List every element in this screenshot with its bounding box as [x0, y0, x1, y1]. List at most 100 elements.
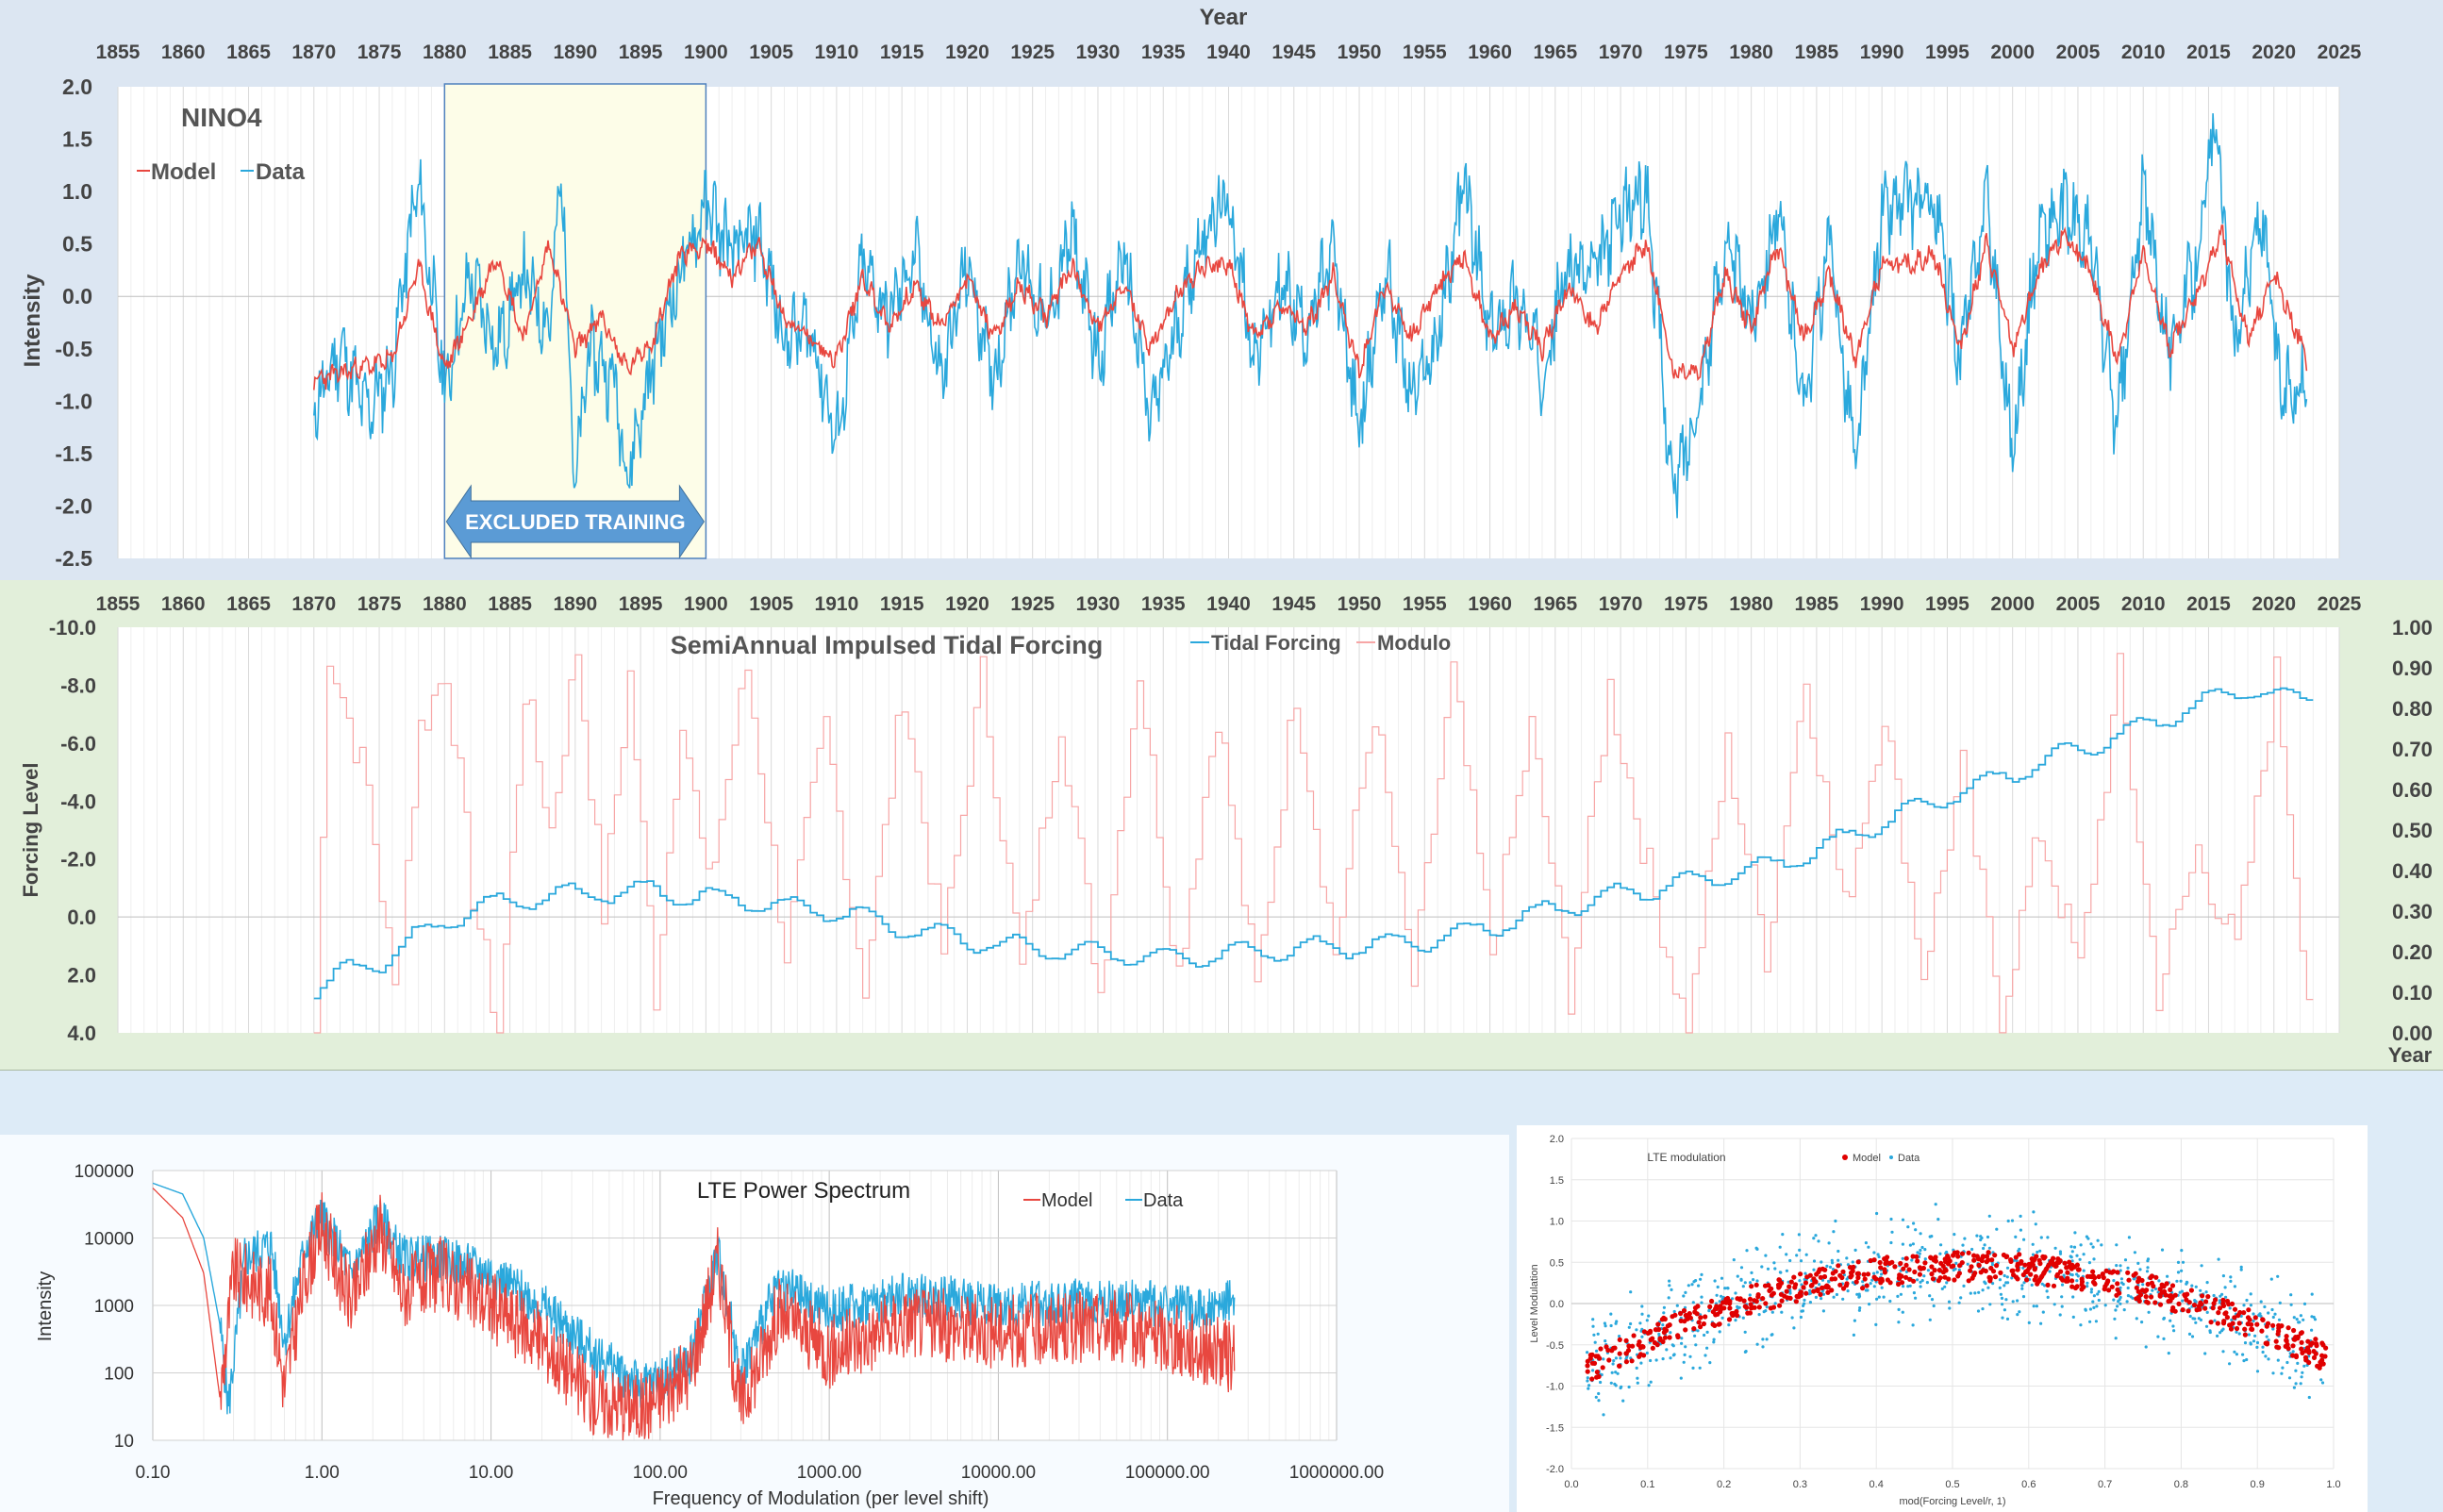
model-point	[2227, 1322, 2233, 1328]
data-point	[1736, 1306, 1739, 1310]
model-point	[1678, 1318, 1684, 1323]
data-point	[1604, 1339, 1607, 1343]
model-point	[1986, 1250, 1991, 1255]
data-point	[1836, 1258, 1840, 1262]
nino4-x-tick: 1980	[1729, 42, 1773, 63]
data-point	[1876, 1253, 1880, 1256]
model-point	[1741, 1298, 1747, 1304]
data-point	[1988, 1303, 1992, 1306]
model-point	[1910, 1254, 1916, 1259]
lte-modulation-chart: 0.0 0.1 0.2 0.3 0.4 0.5 0.6 0.7 0.8 0.9 1.0 2.0 1.5…	[1509, 1071, 2443, 1512]
data-point	[1998, 1286, 2002, 1289]
data-point	[2022, 1238, 2026, 1241]
model-point	[2013, 1274, 2019, 1280]
model-point	[1725, 1295, 1731, 1302]
data-point	[1614, 1356, 1618, 1360]
data-point	[2280, 1371, 2284, 1375]
model-point	[1848, 1274, 1853, 1280]
data-point	[2267, 1311, 2270, 1315]
data-point	[2245, 1298, 2249, 1303]
model-point	[1798, 1271, 1803, 1277]
scatter-x-axis-title: mod(Forcing Level/r, 1)	[1899, 1496, 2005, 1507]
spectrum-x-tick: 100000.00	[1125, 1463, 1210, 1483]
data-point	[2121, 1282, 2125, 1287]
model-point	[1818, 1291, 1823, 1297]
model-point	[2313, 1351, 2318, 1356]
data-point	[1715, 1293, 1719, 1297]
data-point	[1694, 1343, 1698, 1347]
data-point	[1748, 1281, 1753, 1285]
tidal-x-tick: 1885	[488, 593, 532, 615]
nino4-x-tick: 1875	[357, 42, 402, 63]
data-point	[1948, 1306, 1952, 1310]
data-point	[2221, 1274, 2225, 1278]
model-point	[1748, 1302, 1753, 1307]
data-point	[2204, 1290, 2208, 1294]
model-point	[2133, 1271, 2138, 1276]
data-point	[2172, 1329, 2176, 1333]
data-point	[1699, 1277, 1703, 1281]
data-point	[1595, 1349, 1599, 1353]
model-point	[2290, 1353, 2296, 1358]
spectrum-y-tick: 1000	[94, 1297, 134, 1317]
model-point	[2305, 1348, 2311, 1354]
model-point	[2157, 1302, 2164, 1307]
data-point	[2208, 1330, 2212, 1335]
data-point	[2086, 1285, 2089, 1288]
data-point	[1698, 1366, 1702, 1370]
data-point	[2115, 1243, 2119, 1247]
model-point	[1784, 1288, 1789, 1294]
data-point	[1982, 1246, 1986, 1251]
data-point	[1736, 1274, 1739, 1278]
data-point	[2292, 1316, 2296, 1320]
model-point	[2115, 1281, 2120, 1287]
data-point	[2016, 1313, 2019, 1317]
data-point	[1785, 1269, 1788, 1272]
model-point	[2065, 1275, 2070, 1281]
model-point	[1959, 1251, 1966, 1256]
model-point	[1787, 1284, 1792, 1289]
data-point	[2039, 1236, 2043, 1239]
model-point	[1667, 1335, 1672, 1340]
data-point	[2298, 1321, 2302, 1324]
data-point	[2181, 1260, 2185, 1264]
nino4-x-tick: 1895	[619, 42, 663, 63]
data-point	[2089, 1242, 2093, 1246]
data-point	[1836, 1249, 1840, 1254]
data-point	[1596, 1332, 1600, 1336]
data-point	[2294, 1382, 2298, 1386]
data-point	[2299, 1382, 2302, 1386]
tidal-y2-tick: 0.10	[2392, 981, 2433, 1005]
model-point	[1766, 1283, 1771, 1288]
scatter-x-tick: 0.8	[2174, 1479, 2188, 1490]
data-point	[1897, 1321, 1901, 1324]
model-point	[1770, 1290, 1776, 1296]
model-point	[1650, 1336, 1655, 1341]
model-point	[1994, 1263, 2000, 1269]
model-point	[1755, 1292, 1761, 1298]
data-point	[2241, 1353, 2245, 1356]
data-point	[2022, 1281, 2026, 1285]
scatter-y-tick: 2.0	[1550, 1134, 1564, 1145]
nino4-x-tick: 1970	[1599, 42, 1643, 63]
nino4-y-tick: -1.0	[55, 389, 92, 413]
data-point	[2235, 1330, 2238, 1334]
model-point	[2076, 1267, 2082, 1272]
data-point	[2180, 1249, 2184, 1253]
model-point	[1717, 1321, 1722, 1327]
data-point	[2249, 1342, 2252, 1346]
data-point	[1877, 1254, 1881, 1259]
data-point	[2307, 1395, 2311, 1400]
data-point	[2095, 1304, 2099, 1308]
model-point	[2245, 1315, 2252, 1321]
model-point	[2168, 1293, 2174, 1299]
data-point	[1820, 1260, 1823, 1264]
model-point	[1662, 1335, 1668, 1340]
data-point	[2030, 1283, 2034, 1287]
data-point	[1872, 1251, 1876, 1254]
model-point	[2284, 1334, 2289, 1339]
data-point	[1761, 1338, 1765, 1341]
model-point	[1911, 1278, 1917, 1284]
model-point	[1626, 1343, 1632, 1349]
data-point	[2005, 1266, 2010, 1270]
